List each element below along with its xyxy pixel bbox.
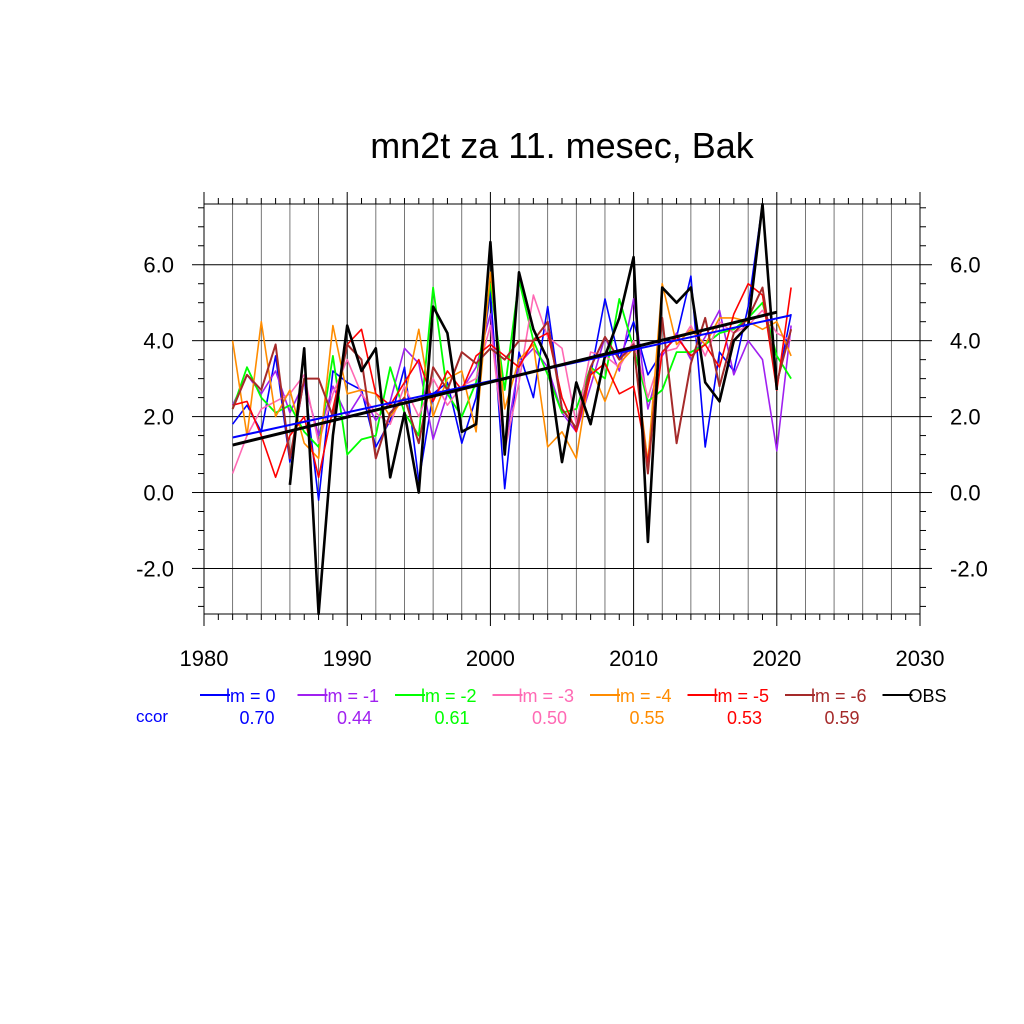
x-tick-label: 1990	[323, 646, 372, 671]
legend-label-6: lm = -6	[811, 686, 867, 706]
legend-label-7: OBS	[909, 686, 947, 706]
legend-ccor-6: 0.59	[824, 708, 859, 728]
legend-label-1: lm = -1	[324, 686, 380, 706]
y-axis-labels-right: -2.0 0.0 2.0 4.0 6.0	[950, 253, 988, 582]
legend-ccor-3: 0.50	[532, 708, 567, 728]
y-tick-label-left: -2.0	[136, 556, 174, 581]
ccor-label: ccor	[136, 707, 168, 726]
axis-ticks	[192, 192, 932, 626]
trend-lines	[232, 310, 792, 447]
legend-ccor-4: 0.55	[629, 708, 664, 728]
y-tick-label-right: 6.0	[950, 253, 981, 278]
legend-ccor-0: 0.70	[239, 708, 274, 728]
x-axis-labels: 1980 1990 2000 2010 2020 2030	[180, 646, 945, 671]
x-tick-label: 2000	[466, 646, 515, 671]
legend-label-5: lm = -5	[714, 686, 770, 706]
plot-lines	[231, 202, 793, 616]
legend-label-0: lm = 0	[226, 686, 276, 706]
y-tick-label-left: 6.0	[143, 253, 174, 278]
trend-line-7	[232, 310, 778, 447]
y-tick-label-right: -2.0	[950, 556, 988, 581]
legend-label-4: lm = -4	[616, 686, 672, 706]
x-tick-label: 2030	[896, 646, 945, 671]
legend: ccor lm = 00.70 lm = -10.44 lm = -20.61 lm =…	[136, 686, 947, 728]
x-tick-label: 1980	[180, 646, 229, 671]
legend-ccor-2: 0.61	[434, 708, 469, 728]
y-tick-label-right: 4.0	[950, 329, 981, 354]
y-tick-label-right: 0.0	[950, 481, 981, 506]
y-tick-label-right: 2.0	[950, 405, 981, 430]
plot-frame	[203, 203, 921, 615]
x-tick-label: 2020	[752, 646, 801, 671]
legend-ccor-1: 0.44	[337, 708, 372, 728]
y-tick-label-left: 0.0	[143, 481, 174, 506]
series-line-7	[288, 202, 779, 616]
series-line-5	[232, 282, 792, 479]
legend-label-3: lm = -3	[519, 686, 575, 706]
y-tick-label-left: 2.0	[143, 405, 174, 430]
y-tick-label-left: 4.0	[143, 329, 174, 354]
series-line-2	[231, 279, 792, 456]
legend-ccor-5: 0.53	[727, 708, 762, 728]
chart-title: mn2t za 11. mesec, Bak	[370, 125, 755, 166]
y-axis-labels-left: -2.0 0.0 2.0 4.0 6.0	[136, 253, 174, 582]
x-tick-label: 2010	[609, 646, 658, 671]
legend-label-2: lm = -2	[421, 686, 477, 706]
